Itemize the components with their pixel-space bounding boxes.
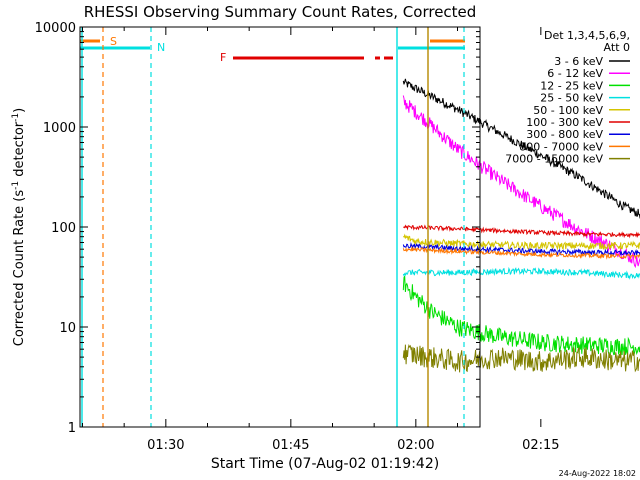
legend-label-50-100-kev: 50 - 100 keV — [533, 104, 603, 117]
legend-label-3-6-kev: 3 - 6 keV — [554, 55, 603, 68]
series-line-12-25-kev — [402, 275, 640, 356]
legend-label-25-50-kev: 25 - 50 keV — [540, 92, 603, 105]
flag-label-f: F — [220, 51, 226, 64]
y-axis-label-end: ) — [12, 108, 27, 113]
series-line-25-50-kev — [402, 266, 640, 280]
x-tick-label: 02:00 — [397, 438, 434, 453]
series-line-7000-15000-kev — [402, 344, 640, 373]
x-tick-label: 02:15 — [522, 438, 559, 453]
y-axis-label-middle: detector — [12, 121, 27, 181]
series-line-6-12-kev — [402, 95, 640, 269]
axis-layer: 11010010001000001:3001:4502:0002:1502:30… — [35, 21, 560, 453]
legend-label-12-25-kev: 12 - 25 keV — [540, 79, 603, 92]
x-tick-label: 01:45 — [272, 438, 309, 453]
flag-layer: S N F — [80, 35, 465, 64]
y-axis-label-superscript-1: -1 — [11, 181, 21, 190]
series-line-800-7000-kev — [402, 246, 640, 260]
chart-title: RHESSI Observing Summary Count Rates, Co… — [84, 3, 477, 21]
y-tick-label: 10000 — [35, 21, 76, 36]
flag-label-s: S — [110, 35, 117, 48]
series-line-100-300-kev — [403, 224, 640, 239]
y-axis-label-superscript-2: -1 — [11, 113, 21, 122]
legend-header-attenuator: Att 0 — [604, 41, 630, 54]
y-tick-label: 1 — [68, 421, 76, 436]
y-tick-label: 10 — [59, 321, 76, 336]
series-layer — [402, 78, 640, 373]
y-tick-label: 100 — [51, 221, 76, 236]
series-line-3-6-kev — [402, 78, 640, 219]
x-axis-label: Start Time (07-Aug-02 01:19:42) — [211, 456, 439, 472]
legend-label-300-800-kev: 300 - 800 keV — [526, 128, 603, 141]
y-tick-label: 1000 — [43, 121, 76, 136]
flag-label-n: N — [157, 41, 165, 54]
y-axis-label: Corrected Count Rate (s-1 detector-1) — [11, 108, 27, 346]
footer-date: 24-Aug-2022 18:02 — [559, 469, 636, 478]
legend-label-7000-15000-kev: 7000 - 15000 keV — [505, 153, 603, 166]
legend-label-100-300-kev: 100 - 300 keV — [526, 116, 603, 129]
x-tick-label: 01:30 — [147, 438, 184, 453]
series-line-50-100-kev — [402, 233, 640, 251]
legend-header-detectors: Det 1,3,4,5,6,9, — [544, 29, 630, 42]
legend-label-6-12-kev: 6 - 12 keV — [547, 67, 603, 80]
legend-label-800-7000-kev: 800 - 7000 keV — [519, 140, 603, 153]
y-axis-label-main: Corrected Count Rate (s — [12, 190, 27, 347]
